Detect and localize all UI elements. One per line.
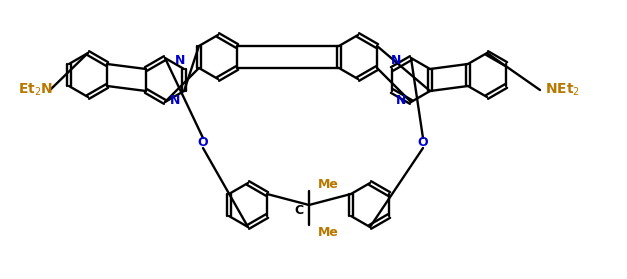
Text: Me: Me xyxy=(318,179,339,191)
Text: Me: Me xyxy=(318,227,339,239)
Text: N: N xyxy=(175,54,185,66)
Text: N: N xyxy=(391,54,401,66)
Text: N: N xyxy=(170,93,180,107)
Text: NEt$_2$: NEt$_2$ xyxy=(545,82,580,98)
Text: N: N xyxy=(396,93,406,107)
Text: O: O xyxy=(198,136,208,150)
Text: C: C xyxy=(295,203,303,217)
Text: Et$_2$N: Et$_2$N xyxy=(18,82,53,98)
Text: O: O xyxy=(418,136,428,150)
